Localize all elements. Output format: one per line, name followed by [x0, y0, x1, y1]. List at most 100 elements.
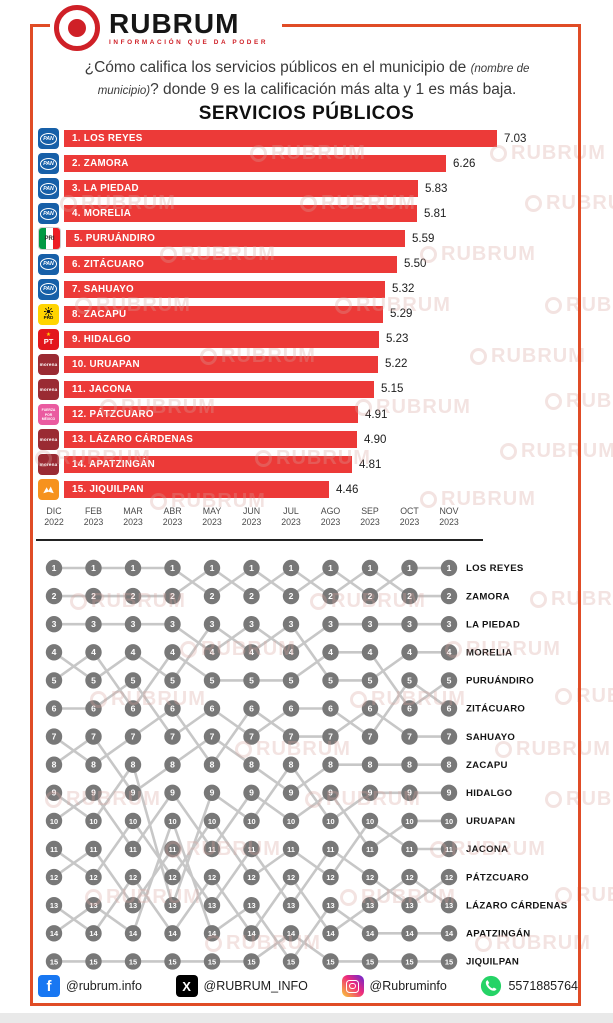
instagram-handle[interactable]: @Rubruminfo: [341, 975, 447, 997]
brand-text: RUBRUM INFORMACIÓN QUE DA PODER: [109, 9, 268, 46]
score-bar: 15. JIQUILPAN: [64, 481, 329, 499]
rank-node: [203, 756, 221, 773]
rank-node: [322, 559, 339, 577]
rank-number: 12: [445, 873, 453, 882]
score-bar: 6. ZITÁCUARO: [64, 255, 397, 273]
rank-node: [282, 728, 300, 745]
bump-series-label: JACONA: [466, 844, 508, 855]
rank-node: [124, 784, 142, 801]
rank-node: [164, 644, 181, 661]
month-label: MAR 2023: [123, 506, 143, 527]
rank-node: [322, 925, 339, 942]
rank-number: 11: [50, 845, 58, 854]
party-logo-morena-icon: morena: [38, 429, 59, 451]
score-bar: 11. JACONA: [64, 380, 374, 398]
bump-series-label: URUAPAN: [466, 816, 515, 827]
rank-node: [124, 616, 142, 633]
bar-row: morena 10. URUAPAN 5.22: [38, 352, 583, 377]
bar-value: 4.81: [359, 458, 382, 471]
rank-node: [203, 700, 221, 717]
bar-label: 10. URUAPAN: [72, 358, 140, 370]
rank-node: [164, 897, 181, 914]
rank-number: 8: [170, 760, 175, 770]
rank-node: [440, 644, 458, 661]
rank-number: 6: [447, 703, 452, 713]
rank-number: 8: [210, 760, 215, 770]
rank-node: [124, 587, 142, 605]
rank-number: 13: [89, 901, 97, 910]
month-axis-line: [36, 539, 483, 541]
bump-series-label: SAHUAYO: [466, 732, 515, 743]
x-icon[interactable]: X: [175, 975, 198, 997]
rank-node: [243, 756, 260, 773]
rank-node: [282, 953, 300, 970]
rank-number: 11: [406, 845, 414, 854]
rank-number: 4: [131, 647, 136, 657]
bump-series-label: APATZINGÁN: [466, 928, 530, 940]
rank-number: 5: [52, 675, 57, 685]
party-logo-pan-icon: PAN: [38, 153, 59, 175]
rank-node: [282, 616, 300, 633]
rank-number: 3: [289, 619, 294, 629]
rank-number: 11: [169, 845, 177, 854]
score-bar: 4. MORELIA: [64, 205, 417, 223]
rank-number: 3: [131, 619, 136, 629]
rank-number: 14: [445, 929, 454, 938]
x-handle[interactable]: X @RUBRUM_INFO: [175, 975, 308, 997]
facebook-handle-text: @rubrum.info: [66, 979, 142, 993]
bar-value: 6.26: [453, 157, 476, 170]
rank-number: 14: [405, 929, 414, 938]
rank-number: 14: [326, 929, 335, 938]
rank-node: [401, 728, 418, 745]
rank-number: 10: [50, 817, 58, 826]
rank-node: [164, 925, 181, 942]
bump-series-label: LA PIEDAD: [466, 619, 520, 630]
rank-number: 2: [447, 591, 452, 601]
rank-node: [124, 672, 142, 689]
whatsapp-icon[interactable]: [480, 975, 502, 997]
rank-node: [322, 616, 339, 633]
instagram-icon[interactable]: [341, 975, 364, 997]
rank-node: [322, 587, 339, 605]
facebook-icon[interactable]: f: [38, 975, 60, 997]
rank-number: 1: [368, 563, 373, 573]
rank-node: [440, 812, 458, 830]
rank-number: 11: [129, 845, 137, 854]
instagram-handle-text: @Rubruminfo: [369, 979, 447, 993]
rank-number: 15: [247, 957, 255, 966]
rank-number: 1: [131, 563, 136, 573]
rank-number: 3: [91, 619, 96, 629]
bar-row: FUERZA POR MÉXICO 12. PÁTZCUARO 4.91: [38, 402, 583, 427]
score-bar: 1. LOS REYES: [64, 130, 497, 148]
whatsapp-handle[interactable]: 5571885764: [480, 975, 578, 997]
rank-node: [164, 953, 181, 970]
rank-number: 15: [326, 957, 334, 966]
question-placeholder-note: (nombre de municipio): [97, 63, 530, 97]
rank-number: 14: [208, 929, 217, 938]
bar-row: PAN 6. ZITÁCUARO 5.50: [38, 251, 583, 276]
party-logo-pan-icon: PAN: [38, 278, 59, 300]
rank-number: 2: [91, 591, 96, 601]
rank-node: [85, 616, 102, 633]
rank-number: 7: [249, 732, 254, 742]
facebook-handle[interactable]: f @rubrum.info: [38, 975, 142, 997]
rank-number: 1: [210, 563, 215, 573]
bar-value: 5.15: [381, 383, 404, 396]
party-logo-pt-icon: ★ PT: [38, 328, 59, 350]
rank-node: [440, 925, 458, 942]
rank-number: 13: [50, 901, 58, 910]
rank-number: 14: [89, 929, 98, 938]
bar-chart: PAN 1. LOS REYES 7.03 PAN 2. ZAMORA 6.26 PAN 3.…: [38, 126, 583, 502]
rank-node: [164, 559, 181, 577]
rank-node: [401, 925, 418, 942]
bump-series-label: ZAMORA: [466, 591, 510, 602]
rank-node: [85, 644, 102, 661]
rank-number: 6: [289, 703, 294, 713]
rank-number: 7: [328, 732, 333, 742]
rank-number: 8: [447, 760, 452, 770]
rank-number: 7: [447, 732, 452, 742]
rank-node: [322, 840, 339, 858]
rank-number: 3: [170, 619, 175, 629]
rank-node: [322, 812, 339, 830]
score-bar: 7. SAHUAYO: [64, 280, 385, 298]
